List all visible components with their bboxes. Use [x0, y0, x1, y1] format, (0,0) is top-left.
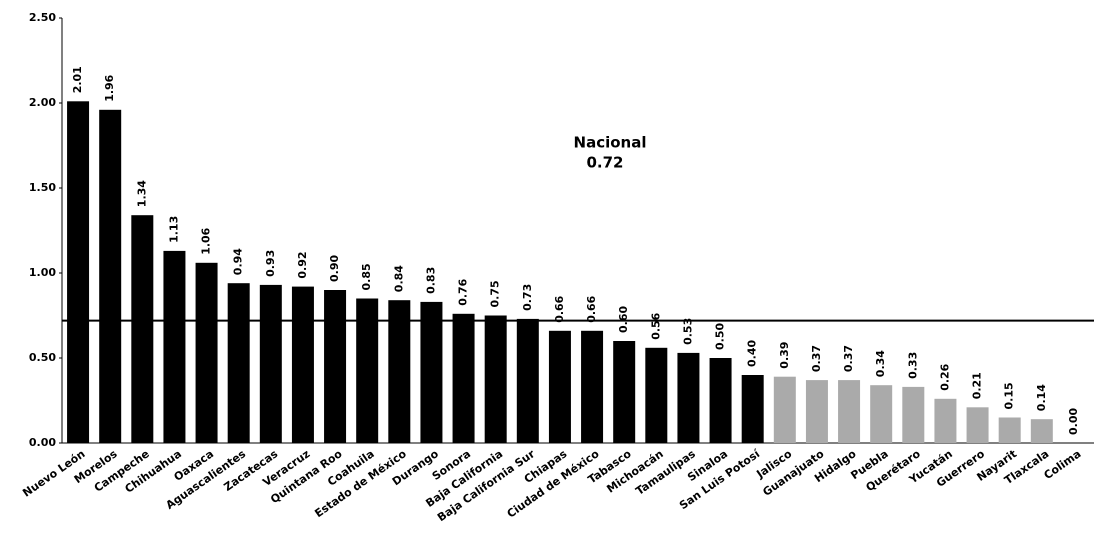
data-label: 0.75 — [489, 280, 502, 307]
data-label: 0.73 — [521, 284, 534, 311]
data-label: 1.06 — [200, 227, 213, 254]
reference-value: 0.72 — [586, 154, 623, 172]
data-label: 0.66 — [553, 295, 566, 322]
data-label: 0.60 — [617, 306, 630, 333]
x-tick-label: Colima — [1041, 447, 1083, 482]
bar — [259, 284, 282, 443]
data-label: 1.96 — [103, 74, 116, 101]
bar — [1030, 419, 1053, 443]
data-label: 0.33 — [906, 352, 919, 379]
bar — [516, 318, 539, 443]
bar — [420, 301, 443, 443]
data-label: 0.14 — [1035, 384, 1048, 411]
data-label: 0.21 — [971, 372, 984, 399]
bar — [677, 352, 700, 443]
data-label: 0.40 — [746, 340, 759, 367]
bar — [548, 330, 571, 443]
data-label: 0.37 — [842, 345, 855, 372]
data-label: 0.76 — [457, 278, 470, 305]
data-label: 0.50 — [714, 323, 727, 350]
y-tick-label: 1.50 — [29, 181, 56, 194]
data-label: 0.90 — [328, 255, 341, 282]
data-label: 1.13 — [167, 216, 180, 243]
bar — [356, 298, 379, 443]
y-tick-label: 2.00 — [29, 96, 56, 109]
bar — [709, 358, 732, 443]
data-label: 0.85 — [360, 263, 373, 290]
data-label: 0.34 — [874, 350, 887, 377]
data-label: 0.94 — [232, 248, 245, 275]
data-label: 2.01 — [71, 66, 84, 93]
data-label: 1.34 — [135, 180, 148, 207]
bar — [645, 347, 668, 443]
bar — [934, 398, 957, 443]
bar — [131, 215, 154, 443]
bar — [998, 417, 1021, 443]
bar — [99, 109, 122, 444]
y-tick-label: 1.00 — [29, 266, 56, 279]
bar — [966, 407, 989, 443]
bar — [484, 315, 507, 443]
reference-label: Nacional — [574, 134, 647, 152]
data-label: 0.37 — [810, 345, 823, 372]
data-label: 0.66 — [585, 295, 598, 322]
data-label: 0.84 — [392, 265, 405, 292]
bar — [838, 380, 861, 443]
bar — [163, 250, 186, 443]
bar — [613, 341, 636, 443]
data-label: 0.26 — [938, 363, 951, 390]
bar — [902, 386, 925, 443]
bar — [291, 286, 314, 443]
bar — [195, 262, 218, 443]
data-label: 0.92 — [296, 251, 309, 278]
data-label: 0.53 — [681, 318, 694, 345]
data-label: 0.93 — [264, 250, 277, 277]
bar — [870, 385, 893, 443]
bar — [388, 300, 411, 443]
data-label: 0.56 — [649, 312, 662, 339]
y-tick-label: 0.50 — [29, 351, 56, 364]
bar — [741, 375, 764, 443]
bar — [324, 290, 347, 443]
bar — [805, 380, 828, 443]
data-label: 0.00 — [1067, 408, 1080, 435]
y-tick-label: 2.50 — [29, 11, 56, 24]
bar — [773, 376, 796, 443]
bar — [452, 313, 475, 443]
data-label: 0.15 — [1003, 382, 1016, 409]
bar — [67, 101, 90, 444]
data-label: 0.39 — [778, 342, 791, 369]
bar — [227, 283, 250, 443]
y-tick-label: 0.00 — [29, 436, 56, 449]
bar — [581, 330, 604, 443]
data-label: 0.83 — [424, 267, 437, 294]
